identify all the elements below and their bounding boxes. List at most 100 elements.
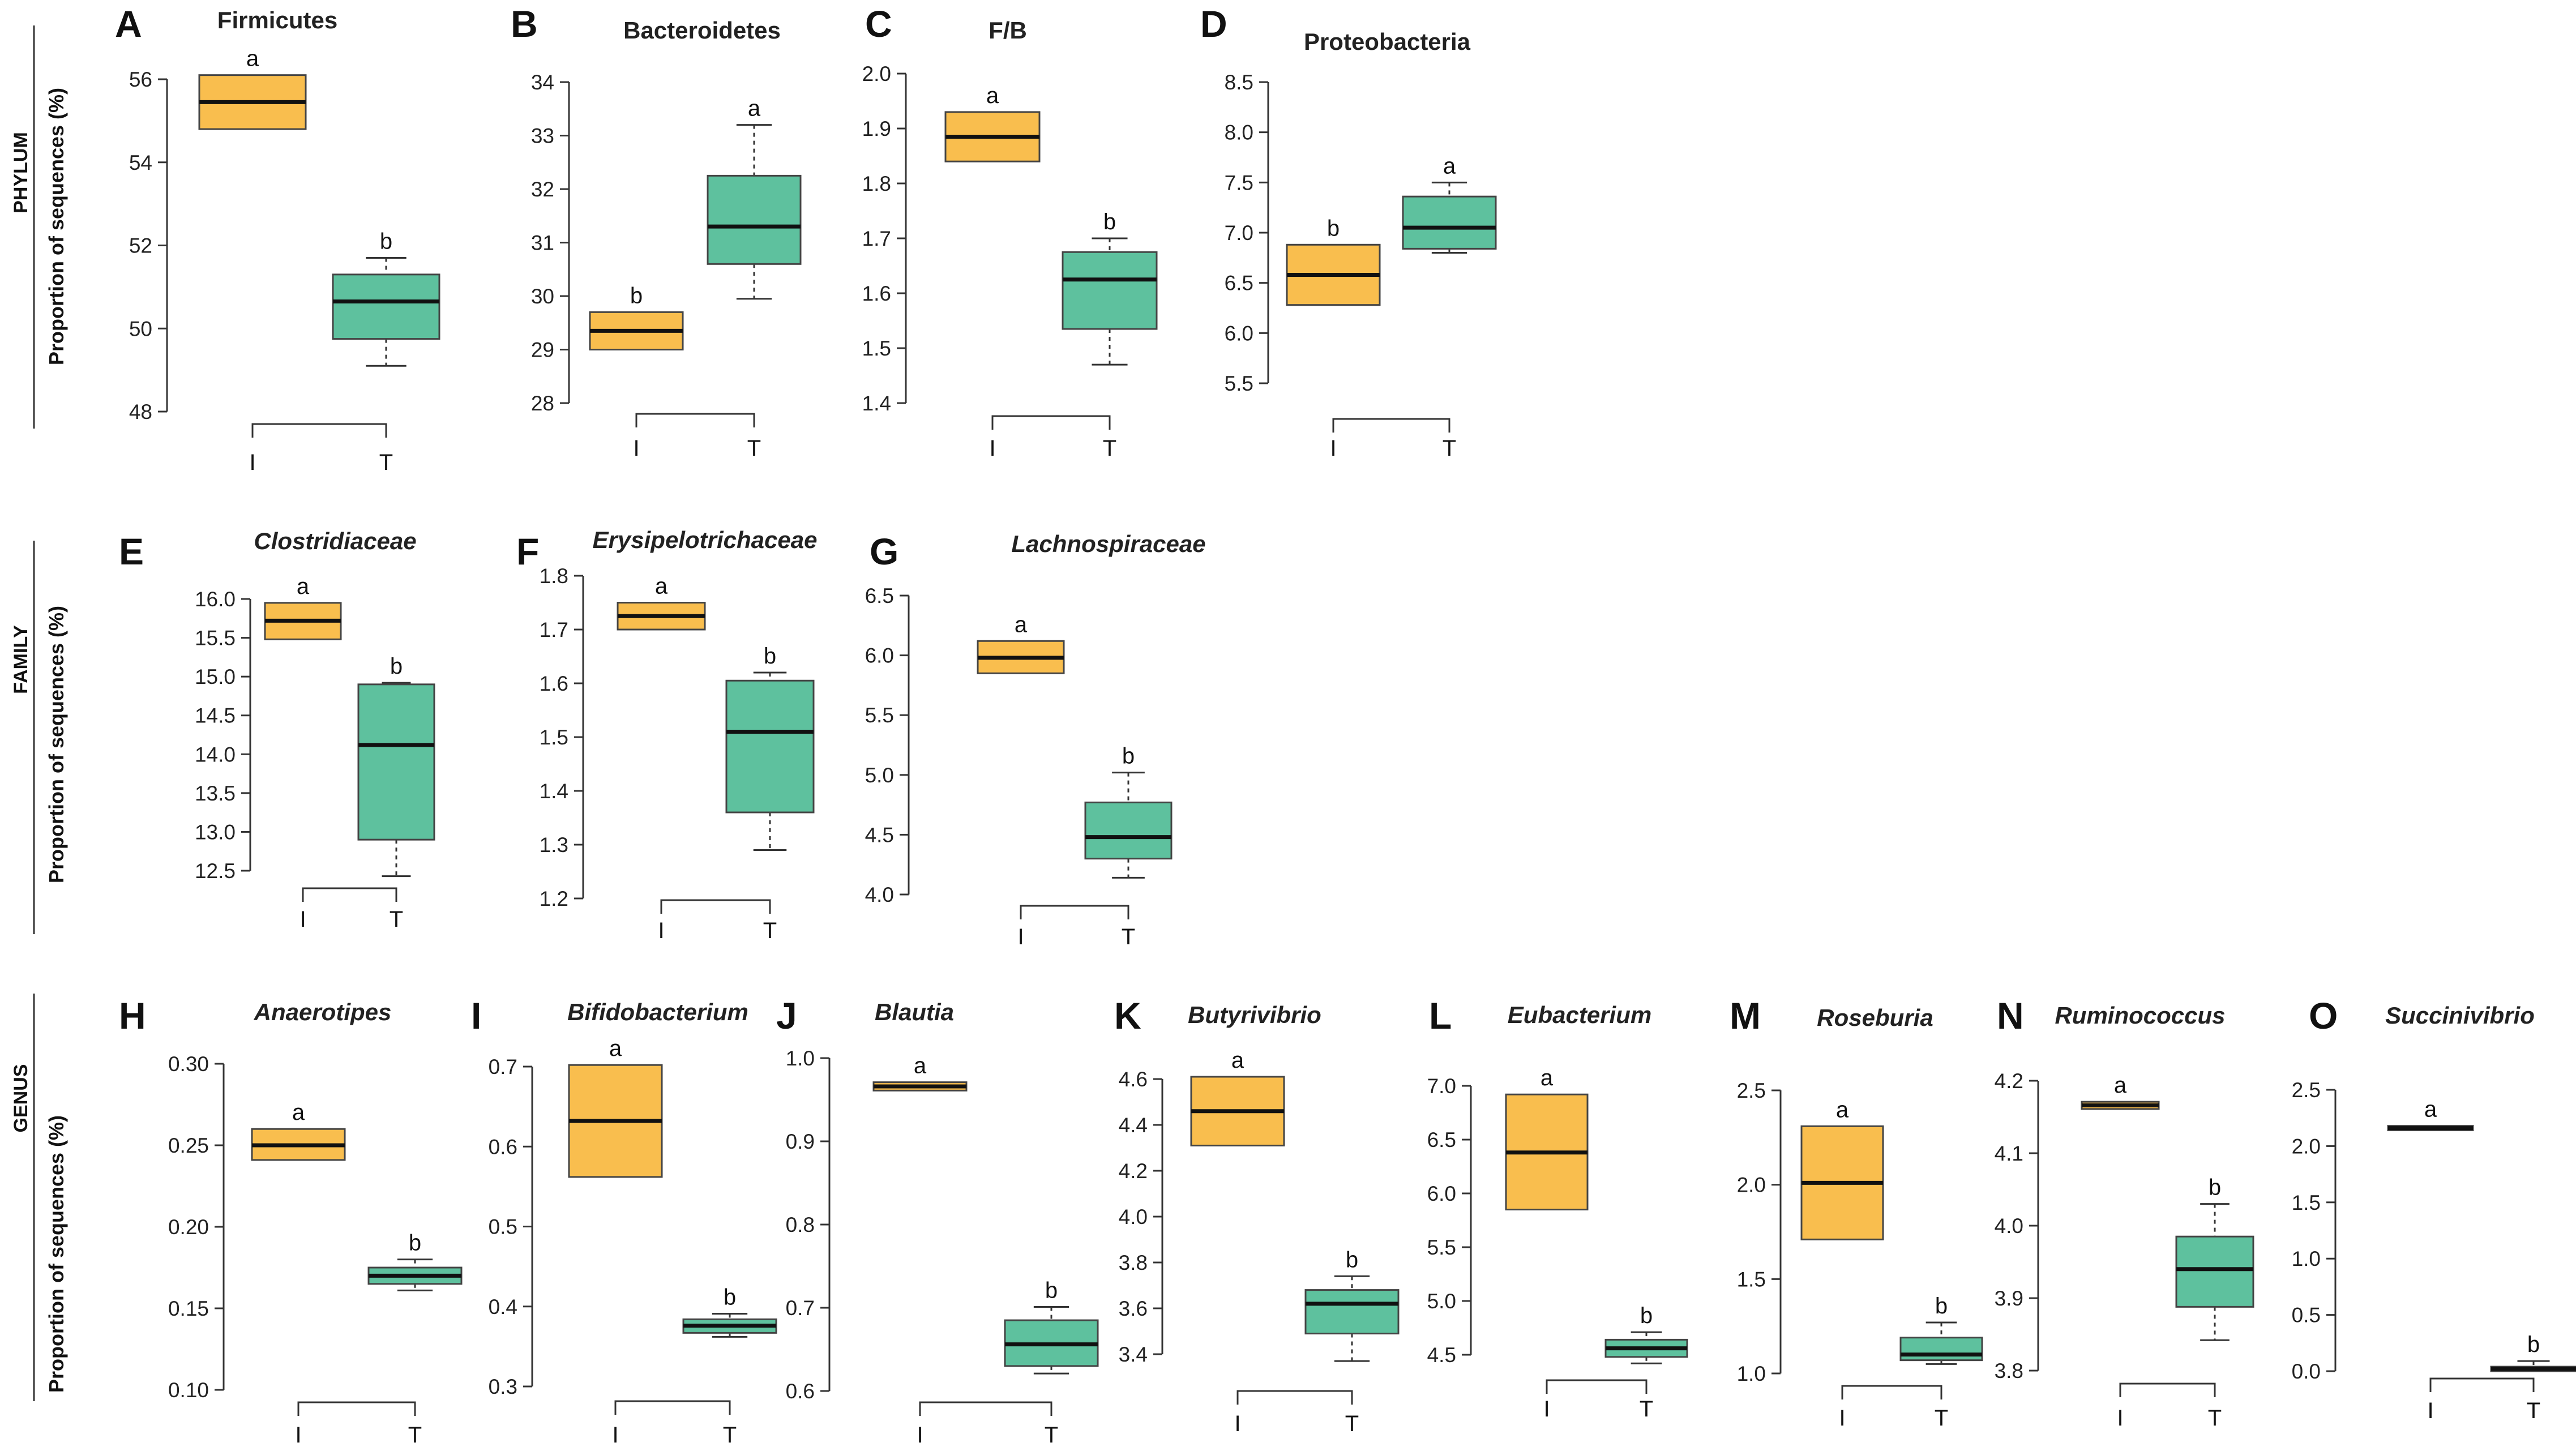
panel-title: Firmicutes [217, 7, 337, 33]
row-label-genus: GENUS [10, 1064, 32, 1133]
panel-letter: C [865, 3, 892, 45]
y-tick-label: 1.9 [862, 117, 891, 140]
y-axis-label: Proportion of sequences (%) [45, 1115, 68, 1393]
significance-letter: b [630, 283, 643, 308]
y-tick-label: 1.0 [786, 1047, 815, 1070]
panel-letter: E [119, 530, 144, 572]
significance-letter: b [1935, 1294, 1948, 1319]
y-tick-label: 15.5 [195, 627, 236, 650]
significance-letter: a [748, 96, 761, 121]
significance-letter: b [2209, 1175, 2221, 1200]
panel-title: Succinivibrio [2385, 1002, 2535, 1029]
y-tick-label: 4.6 [1119, 1068, 1148, 1091]
x-group-label: T [747, 436, 761, 461]
box-t: bT [2175, 1175, 2254, 1431]
box-iqr [725, 679, 815, 814]
x-group-label: I [1017, 924, 1024, 949]
box-t: aT [707, 96, 802, 461]
y-tick-label: 0.6 [489, 1135, 517, 1158]
box-iqr [2175, 1235, 2254, 1308]
y-tick-label: 3.9 [1995, 1287, 2023, 1310]
y-tick-label: 0.7 [489, 1055, 517, 1078]
panel-title: Eubacterium [1508, 1001, 1651, 1028]
y-tick-label: 2.5 [1737, 1079, 1766, 1102]
group-bracket [2429, 1377, 2535, 1392]
y-tick-label: 1.6 [540, 672, 568, 695]
panel-title: Erysipelotrichaceae [593, 527, 818, 553]
y-tick-label: 48 [129, 400, 152, 423]
group-bracket [302, 887, 397, 902]
y-tick-label: 2.0 [862, 62, 891, 85]
box-t: aT [1402, 153, 1497, 461]
row-label-family: FAMILY [10, 625, 32, 694]
box-i: aI [1800, 1097, 1884, 1431]
y-tick-label: 5.0 [1427, 1290, 1456, 1313]
y-tick-label: 0.25 [168, 1134, 209, 1157]
group-bracket [1236, 1390, 1353, 1405]
significance-letter: b [1045, 1278, 1058, 1303]
y-tick-label: 3.8 [1995, 1359, 2023, 1382]
box-i: aI [977, 612, 1065, 949]
y-tick-label: 54 [129, 151, 152, 174]
group-bracket [660, 899, 771, 914]
y-tick-label: 5.0 [865, 764, 894, 787]
y-tick-label: 0.10 [168, 1379, 209, 1402]
y-tick-label: 52 [129, 234, 152, 258]
x-group-label: T [2208, 1406, 2222, 1431]
panel-title: Proteobacteria [1304, 28, 1471, 55]
group-bracket [2119, 1382, 2216, 1397]
x-group-label: T [1045, 1423, 1058, 1448]
box-i: aI [568, 1036, 663, 1448]
x-group-label: T [390, 907, 403, 932]
box-t: bT [1004, 1278, 1099, 1448]
y-tick-label: 32 [531, 178, 554, 201]
x-group-label: T [1640, 1397, 1653, 1422]
x-group-label: I [612, 1423, 618, 1448]
x-group-label: T [763, 918, 777, 943]
x-group-label: I [249, 450, 255, 475]
y-tick-label: 2.0 [2292, 1135, 2321, 1158]
box-iqr [1402, 195, 1497, 250]
y-axis-label: Proportion of sequences (%) [45, 88, 68, 365]
panel-letter: A [115, 3, 142, 45]
x-group-label: T [2527, 1398, 2540, 1423]
x-group-label: T [1103, 436, 1116, 461]
y-tick-label: 1.4 [540, 780, 568, 803]
box-i: aI [2081, 1073, 2160, 1431]
box-iqr [1899, 1337, 1983, 1362]
y-tick-label: 2.0 [1737, 1174, 1766, 1197]
y-tick-label: 4.0 [1119, 1205, 1148, 1229]
y-tick-label: 1.6 [862, 282, 891, 305]
significance-letter: a [1541, 1065, 1554, 1090]
group-bracket [1332, 418, 1450, 433]
y-tick-label: 6.0 [865, 644, 894, 667]
x-group-label: I [1839, 1406, 1845, 1431]
significance-letter: a [292, 1100, 305, 1125]
x-group-label: I [633, 436, 639, 461]
panel-letter: B [511, 3, 538, 45]
y-tick-label: 5.5 [865, 704, 894, 727]
panel-title: Blautia [875, 999, 954, 1025]
panel-letter: H [119, 995, 146, 1037]
y-tick-label: 12.5 [195, 859, 236, 883]
y-tick-label: 7.0 [1427, 1075, 1456, 1098]
box-t: bT [367, 1231, 463, 1448]
y-tick-label: 0.3 [489, 1375, 517, 1398]
x-group-label: T [723, 1423, 737, 1448]
box-iqr [1084, 801, 1173, 860]
y-tick-label: 5.5 [1427, 1236, 1456, 1259]
x-group-label: I [1543, 1397, 1550, 1422]
y-tick-label: 0.30 [168, 1052, 209, 1076]
significance-letter: b [409, 1231, 421, 1256]
group-bracket [1546, 1379, 1648, 1394]
y-tick-label: 4.0 [865, 883, 894, 906]
y-tick-label: 1.5 [2292, 1191, 2321, 1214]
panel-title: Clostridiaceae [254, 528, 416, 554]
panel-title: Butyrivibrio [1188, 1001, 1321, 1028]
y-tick-label: 7.0 [1225, 221, 1253, 245]
y-tick-label: 3.6 [1119, 1297, 1148, 1320]
y-tick-label: 6.5 [1225, 272, 1253, 295]
y-axis-label: Proportion of sequences (%) [45, 606, 68, 883]
